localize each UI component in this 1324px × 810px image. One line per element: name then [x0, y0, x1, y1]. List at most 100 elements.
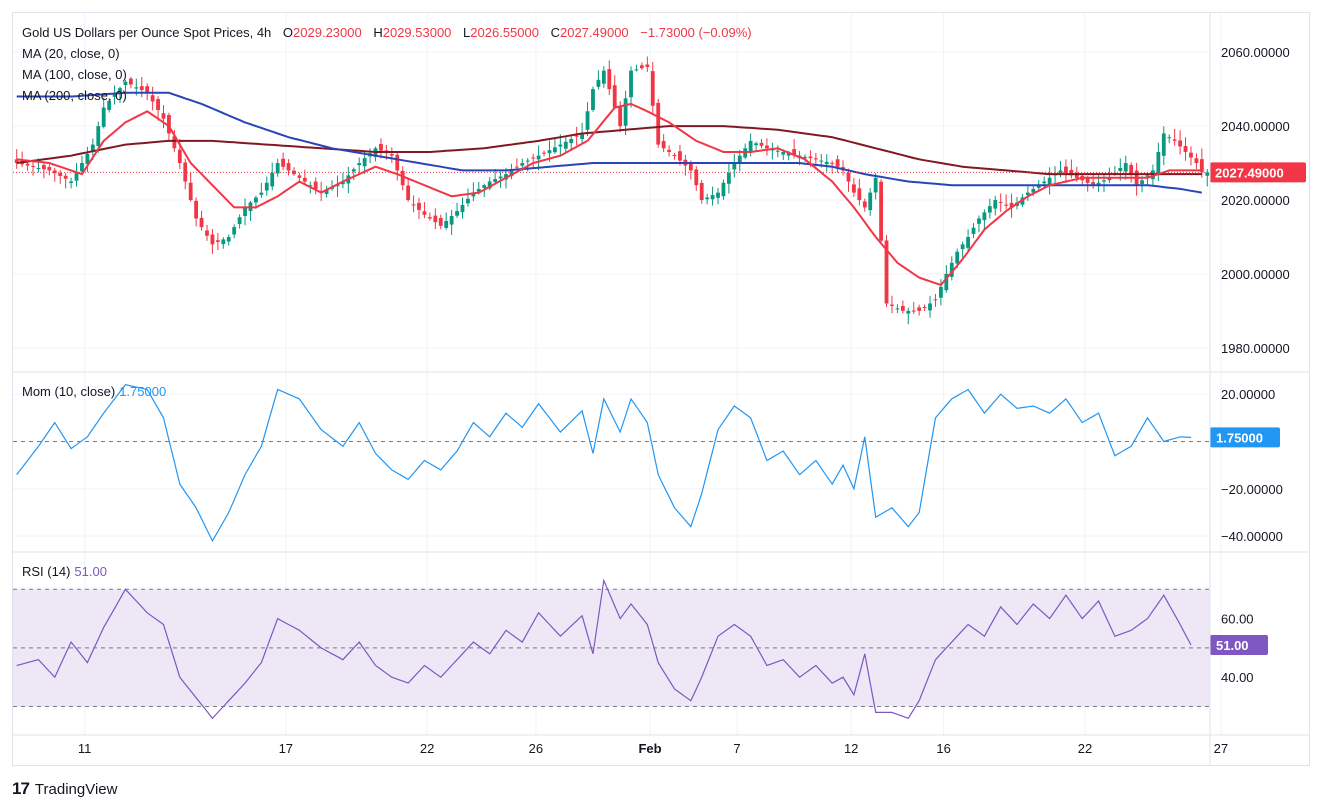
candle-body[interactable]: [101, 107, 106, 127]
candle-body[interactable]: [1172, 139, 1177, 141]
candle-body[interactable]: [243, 207, 247, 217]
candle-body[interactable]: [411, 204, 416, 206]
candle-body[interactable]: [748, 140, 753, 153]
candle-body[interactable]: [721, 182, 726, 197]
candle-body[interactable]: [607, 69, 612, 90]
candle-body[interactable]: [36, 167, 41, 169]
candle-body[interactable]: [574, 135, 579, 137]
candle-body[interactable]: [639, 65, 644, 69]
candle-body[interactable]: [292, 170, 296, 175]
candle-body[interactable]: [221, 239, 226, 245]
candle-body[interactable]: [536, 155, 541, 160]
candle-body[interactable]: [177, 149, 182, 164]
candle-body[interactable]: [520, 163, 525, 166]
candle-body[interactable]: [857, 188, 862, 200]
legend-ma20[interactable]: MA (20, close, 0): [22, 46, 120, 61]
candle-body[interactable]: [188, 182, 193, 200]
candle-body[interactable]: [596, 79, 601, 87]
candle-body[interactable]: [553, 147, 557, 153]
candle-body[interactable]: [650, 71, 655, 106]
candle-body[interactable]: [438, 217, 443, 226]
candle-body[interactable]: [525, 160, 530, 162]
candle-body[interactable]: [726, 172, 731, 184]
legend-ma100[interactable]: MA (100, close, 0): [22, 67, 127, 82]
candle-body[interactable]: [998, 201, 1003, 203]
candle-body[interactable]: [803, 156, 807, 159]
candle-body[interactable]: [971, 227, 976, 234]
candle-body[interactable]: [90, 144, 95, 151]
candle-body[interactable]: [259, 192, 264, 195]
candle-body[interactable]: [917, 307, 922, 311]
candle-body[interactable]: [482, 185, 487, 188]
candle-body[interactable]: [313, 181, 318, 189]
candle-body[interactable]: [498, 176, 503, 179]
ma20-line[interactable]: [16, 102, 1202, 287]
candle-body[interactable]: [1140, 180, 1144, 185]
candle-body[interactable]: [873, 177, 878, 193]
candle-body[interactable]: [846, 172, 851, 182]
candle-body[interactable]: [1178, 140, 1183, 147]
candle-body[interactable]: [1009, 202, 1014, 208]
candle-body[interactable]: [69, 181, 73, 184]
candle-body[interactable]: [1031, 188, 1036, 193]
candle-body[interactable]: [1042, 181, 1047, 184]
candle-body[interactable]: [977, 218, 981, 224]
candle-body[interactable]: [993, 200, 998, 209]
candle-body[interactable]: [694, 169, 699, 186]
rsi-line[interactable]: [16, 578, 1192, 720]
candle-body[interactable]: [922, 307, 927, 309]
candle-body[interactable]: [264, 182, 269, 191]
candle-body[interactable]: [199, 217, 204, 228]
candle-body[interactable]: [52, 170, 57, 174]
candle-body[interactable]: [487, 181, 492, 189]
candle-body[interactable]: [41, 165, 46, 170]
candle-body[interactable]: [466, 198, 470, 204]
candle-body[interactable]: [455, 211, 459, 216]
candle-body[interactable]: [427, 217, 432, 219]
candle-body[interactable]: [786, 153, 791, 156]
candle-body[interactable]: [112, 94, 117, 97]
candle-body[interactable]: [1025, 192, 1030, 195]
legend-mom[interactable]: Mom (10, close) 1.75000: [22, 384, 166, 399]
candle-body[interactable]: [944, 273, 949, 291]
candle-body[interactable]: [362, 158, 367, 167]
candle-body[interactable]: [775, 150, 780, 152]
candle-body[interactable]: [123, 81, 128, 85]
candle-body[interactable]: [792, 149, 797, 155]
candle-body[interactable]: [107, 101, 112, 110]
candle-body[interactable]: [406, 185, 411, 200]
candle-body[interactable]: [890, 304, 894, 306]
candle-body[interactable]: [1036, 185, 1041, 188]
candle-body[interactable]: [895, 308, 900, 310]
candle-body[interactable]: [1129, 164, 1134, 175]
candle-body[interactable]: [340, 181, 345, 185]
candle-body[interactable]: [558, 144, 563, 147]
candle-body[interactable]: [813, 158, 818, 160]
candle-body[interactable]: [1123, 163, 1128, 172]
candle-body[interactable]: [672, 155, 677, 157]
candle-body[interactable]: [1199, 159, 1204, 173]
candle-body[interactable]: [585, 111, 590, 130]
candle-body[interactable]: [476, 188, 481, 192]
candle-body[interactable]: [563, 141, 568, 149]
candle-body[interactable]: [1004, 204, 1009, 206]
candle-body[interactable]: [1091, 182, 1096, 186]
candle-body[interactable]: [884, 240, 889, 304]
candle-body[interactable]: [308, 185, 313, 187]
candle-body[interactable]: [1069, 169, 1074, 176]
candle-body[interactable]: [710, 195, 715, 200]
candle-body[interactable]: [623, 98, 628, 126]
candle-body[interactable]: [612, 85, 617, 108]
candle-body[interactable]: [928, 303, 932, 311]
candle-body[interactable]: [1183, 146, 1188, 152]
candle-body[interactable]: [678, 151, 682, 161]
candle-body[interactable]: [1107, 177, 1112, 181]
candle-body[interactable]: [1074, 172, 1079, 178]
ma100-line[interactable]: [16, 91, 1202, 194]
candle-body[interactable]: [699, 182, 704, 200]
candle-body[interactable]: [357, 163, 362, 166]
candle-body[interactable]: [395, 154, 400, 171]
candle-body[interactable]: [781, 151, 786, 155]
candle-body[interactable]: [47, 166, 52, 171]
candle-body[interactable]: [1156, 151, 1161, 174]
